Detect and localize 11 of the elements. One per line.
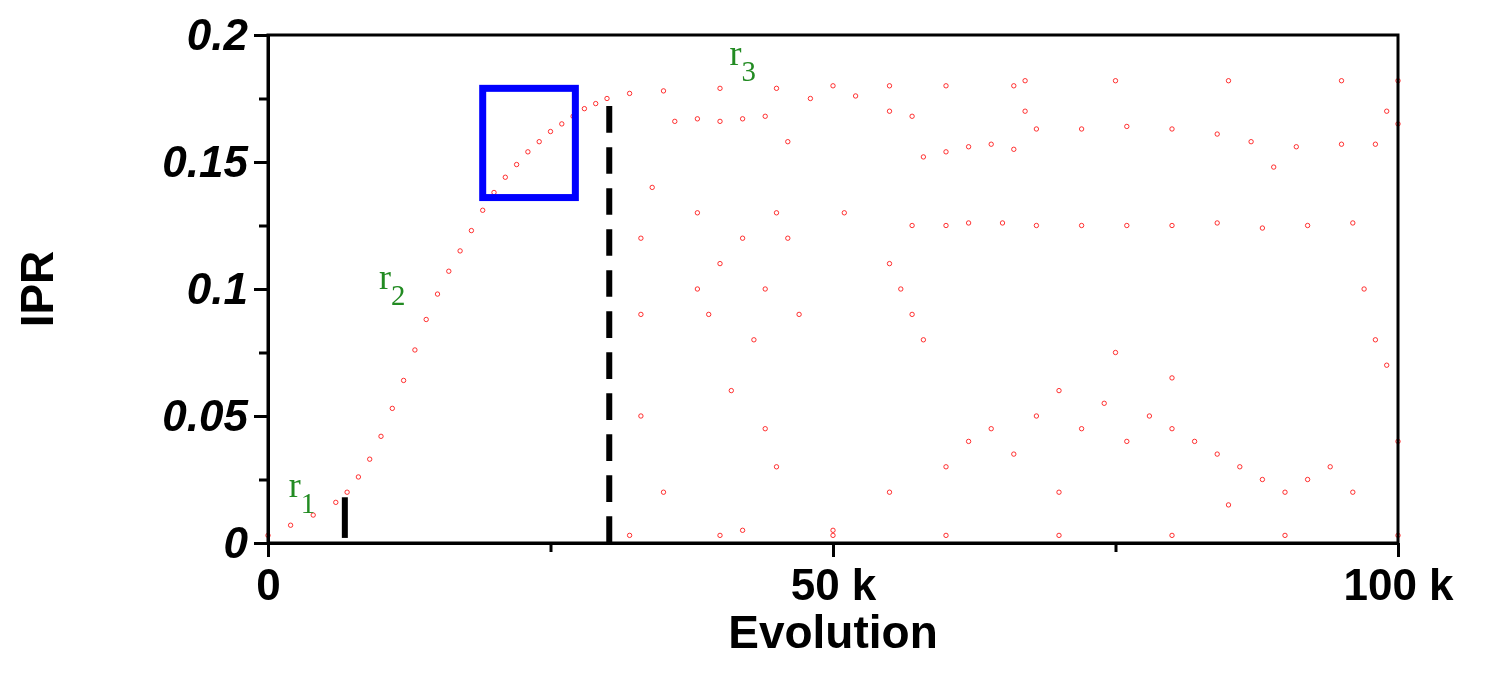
annotation: r$_{2}$ [379, 257, 406, 311]
y-tick-label: 0.15 [162, 136, 249, 186]
y-tick-label: 0.05 [162, 390, 249, 440]
annotation: r$_{1}$ [288, 465, 316, 520]
y-tick-label: 0 [223, 517, 249, 567]
y-axis-title: IPR [11, 250, 63, 328]
annotation: r$_{3}$ [729, 33, 756, 88]
y-tick-label: 0.1 [186, 263, 248, 313]
x-tick-label: 100 k [1343, 560, 1455, 610]
y-tick-label: 0.2 [186, 9, 249, 59]
x-tick-label: 0 [256, 560, 281, 610]
